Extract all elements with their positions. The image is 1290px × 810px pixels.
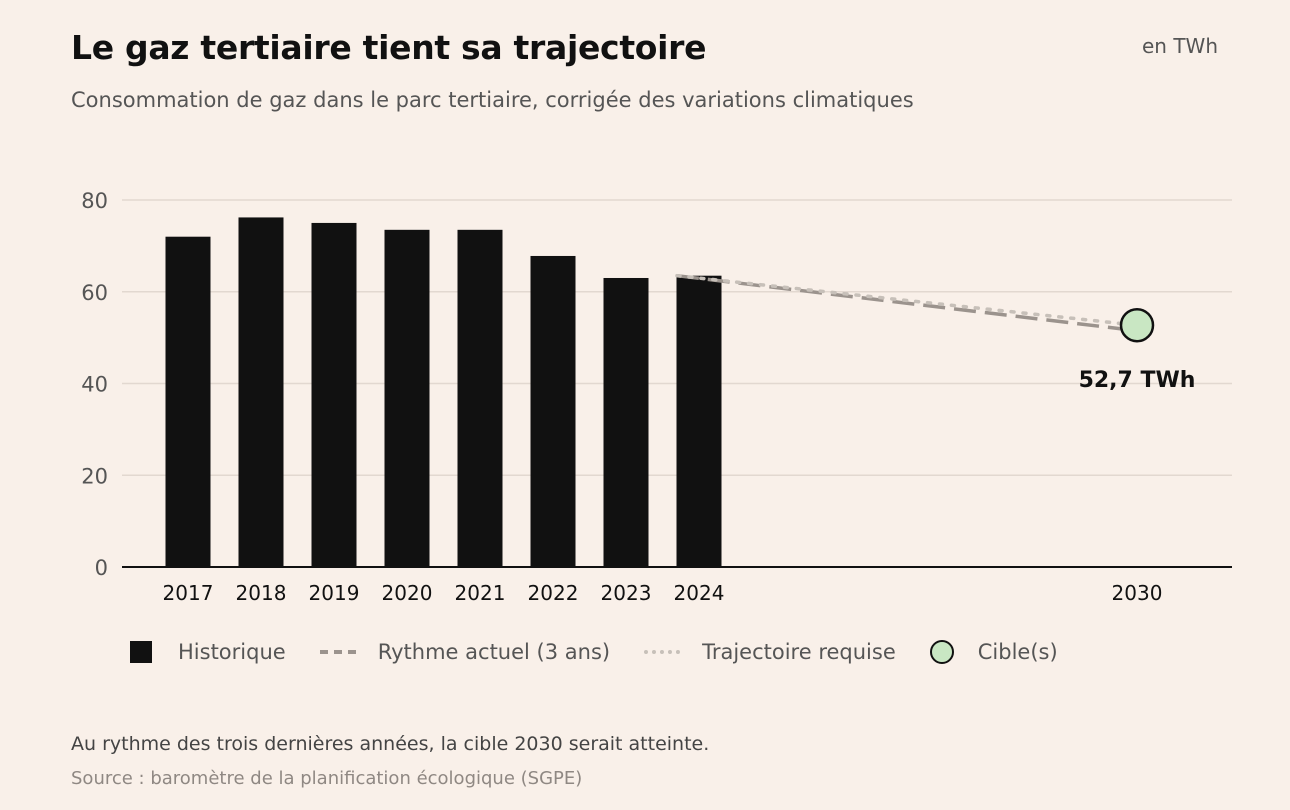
y-tick-label: 80 <box>81 189 108 213</box>
x-tick-label: 2024 <box>674 581 725 605</box>
footer-source: Source : baromètre de la planification é… <box>71 768 583 789</box>
legend-item-rythme: Rythme actuel (3 ans) <box>319 640 611 664</box>
legend-item-historique: Historique <box>130 640 286 664</box>
bar <box>457 229 503 567</box>
x-tick-label: 2017 <box>163 581 214 605</box>
projection-line-trajectoire <box>675 273 1139 327</box>
legend-label-rythme: Rythme actuel (3 ans) <box>377 640 611 664</box>
legend-swatch-historique <box>130 641 152 663</box>
bar <box>311 222 357 567</box>
bar <box>676 275 722 567</box>
legend: Historique Rythme actuel (3 ans) Traject… <box>130 640 1092 664</box>
y-tick-label: 40 <box>81 373 108 397</box>
footer-note: Au rythme des trois dernières années, la… <box>71 733 710 755</box>
x-tick-label: 2022 <box>528 581 579 605</box>
bar <box>603 277 649 567</box>
x-tick-label: 2020 <box>382 581 433 605</box>
x-tick-label: 2023 <box>601 581 652 605</box>
projection-line-rythme <box>676 273 1138 333</box>
x-tick-label: 2030 <box>1112 581 1163 605</box>
legend-label-historique: Historique <box>178 640 286 664</box>
legend-item-cible: Cible(s) <box>929 640 1058 664</box>
target-label: 52,7 TWh <box>1079 368 1196 393</box>
x-tick-label: 2021 <box>455 581 506 605</box>
bar <box>165 236 211 567</box>
legend-swatch-cible <box>929 640 954 664</box>
y-tick-label: 60 <box>81 281 108 305</box>
legend-swatch-rythme <box>319 650 356 654</box>
unit-label: en TWh <box>1141 34 1218 58</box>
chart-subtitle: Consommation de gaz dans le parc tertiai… <box>71 88 914 112</box>
legend-swatch-trajectoire <box>644 650 681 654</box>
bar <box>384 229 430 567</box>
y-tick-label: 0 <box>95 556 108 580</box>
x-tick-label: 2018 <box>236 581 287 605</box>
chart-title: Le gaz tertiaire tient sa trajectoire <box>71 28 707 67</box>
legend-label-cible: Cible(s) <box>977 640 1058 664</box>
bar <box>530 255 576 567</box>
legend-item-trajectoire: Trajectoire requise <box>644 640 896 664</box>
x-tick-label: 2019 <box>309 581 360 605</box>
target-marker <box>1119 307 1155 343</box>
bar <box>238 217 284 567</box>
y-tick-label: 20 <box>81 464 108 488</box>
legend-label-trajectoire: Trajectoire requise <box>702 640 896 664</box>
